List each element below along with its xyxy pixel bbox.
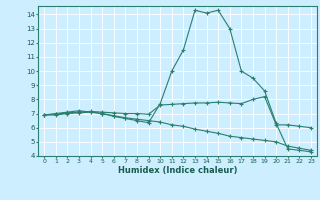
X-axis label: Humidex (Indice chaleur): Humidex (Indice chaleur) (118, 166, 237, 175)
